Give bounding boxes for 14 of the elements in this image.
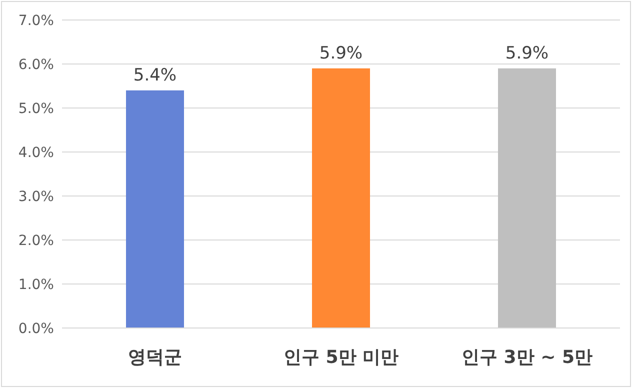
y-tick-label: 6.0% bbox=[18, 56, 54, 73]
y-tick-label: 1.0% bbox=[18, 276, 54, 293]
data-label: 5.9% bbox=[505, 43, 549, 64]
x-tick-label: 인구 3만 ~ 5만 bbox=[462, 346, 592, 368]
y-tick-label: 7.0% bbox=[18, 12, 54, 29]
y-tick-label: 5.0% bbox=[18, 100, 54, 117]
y-tick-label: 2.0% bbox=[18, 232, 54, 249]
x-tick-label: 영덕군 bbox=[128, 346, 182, 368]
data-label: 5.9% bbox=[319, 43, 363, 64]
y-tick-label: 3.0% bbox=[18, 188, 54, 205]
x-tick-label: 인구 5만 미만 bbox=[283, 346, 399, 368]
y-tick-label: 4.0% bbox=[18, 144, 54, 161]
data-label: 5.4% bbox=[133, 65, 177, 86]
y-tick-label: 0.0% bbox=[18, 320, 54, 337]
